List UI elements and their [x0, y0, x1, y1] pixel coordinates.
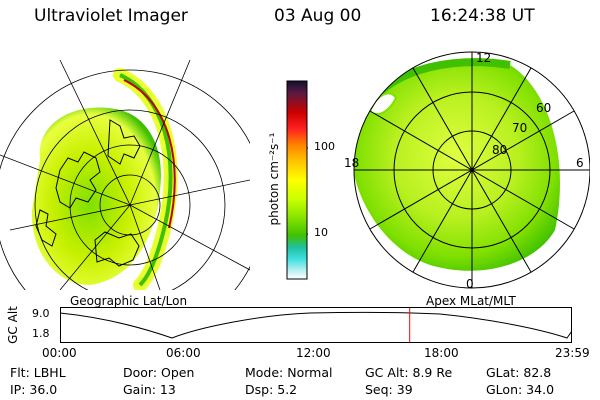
info-glat: GLat: 82.8	[486, 365, 552, 380]
info-mode: Mode: Normal	[245, 365, 333, 380]
colorbar-tick-100: 100	[314, 140, 335, 153]
time-label: 16:24:38 UT	[430, 6, 535, 26]
timeline-ytick-min: 1.8	[32, 327, 50, 340]
info-dsp: Dsp: 5.2	[245, 382, 298, 397]
left-aurora-disk	[31, 107, 161, 285]
geographic-map	[0, 59, 250, 290]
mlt-label-0: 0	[466, 277, 474, 290]
timeline-xtick-1800: 18:00	[424, 346, 459, 360]
left-map-caption: Geographic Lat/Lon	[70, 294, 188, 308]
lat-label-80: 80	[492, 143, 507, 157]
info-gain: Gain: 13	[123, 382, 176, 397]
mlt-label-18: 18	[344, 156, 359, 170]
info-ip: IP: 36.0	[10, 382, 58, 397]
lat-label-70: 70	[512, 121, 527, 135]
mlt-label-6: 6	[576, 156, 584, 170]
info-gc-alt: GC Alt: 8.9 Re	[365, 365, 453, 380]
info-door: Door: Open	[123, 365, 195, 380]
altitude-curve	[60, 311, 572, 339]
info-flt: Flt: LBHL	[10, 365, 66, 380]
timeline-xtick-1200: 12:00	[296, 346, 331, 360]
info-glon: GLon: 34.0	[486, 382, 555, 397]
timeline-xtick-0000: 00:00	[42, 346, 77, 360]
timeline-xtick-0600: 06:00	[166, 346, 201, 360]
mlt-label-12: 12	[476, 51, 491, 65]
lat-label-60: 60	[536, 101, 551, 115]
timeline-ylabel: GC Alt	[6, 306, 20, 344]
date-label: 03 Aug 00	[274, 6, 362, 26]
info-seq: Seq: 39	[365, 382, 413, 397]
timeline-xtick-2359: 23:59	[555, 346, 590, 360]
right-map-caption: Apex MLat/MLT	[426, 294, 516, 308]
magnetic-polar-map: 12 18 6 0 60 70 80	[344, 51, 590, 290]
altitude-timeline	[60, 307, 572, 343]
colorbar	[286, 80, 308, 280]
instrument-title: Ultraviolet Imager	[34, 6, 188, 26]
timeline-ytick-max: 9.0	[32, 307, 50, 320]
colorbar-unit-label: photon cm⁻²s⁻¹	[267, 132, 281, 226]
colorbar-tick-10: 10	[314, 226, 328, 239]
right-aurora-region	[354, 62, 560, 271]
